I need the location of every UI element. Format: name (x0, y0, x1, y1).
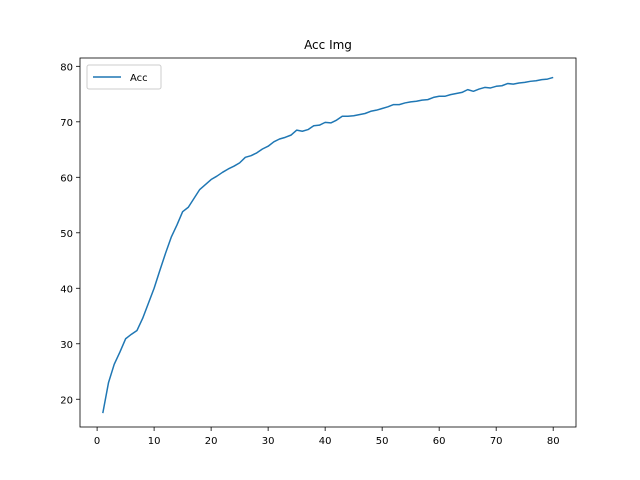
legend-box (86, 64, 162, 90)
x-tick-label: 60 (433, 436, 446, 447)
y-axis: 20 30 40 50 60 70 80 (60, 62, 80, 406)
x-tick-label: 0 (94, 436, 100, 447)
y-tick-label: 20 (60, 395, 73, 406)
x-tick-label: 10 (148, 436, 161, 447)
legend-label-acc: Acc (130, 73, 148, 84)
x-tick-label: 70 (490, 436, 503, 447)
series-layer (102, 76, 554, 414)
plot-frame (79, 57, 577, 428)
x-tick-label: 40 (319, 436, 332, 447)
y-tick-label: 50 (60, 229, 73, 240)
series-line-acc (102, 76, 554, 414)
x-tick-label: 80 (547, 436, 560, 447)
x-axis: 0 10 20 30 40 50 60 70 80 (94, 427, 560, 447)
y-tick-label: 80 (60, 62, 73, 73)
y-tick-label: 60 (60, 173, 73, 184)
x-tick-label: 30 (262, 436, 275, 447)
y-tick-label: 70 (60, 118, 73, 129)
chart-title: Acc Img (304, 38, 352, 52)
x-tick-label: 20 (205, 436, 218, 447)
y-tick-label: 40 (60, 284, 73, 295)
x-tick-label: 50 (376, 436, 389, 447)
legend: Acc (86, 64, 162, 90)
y-tick-label: 30 (60, 340, 73, 351)
